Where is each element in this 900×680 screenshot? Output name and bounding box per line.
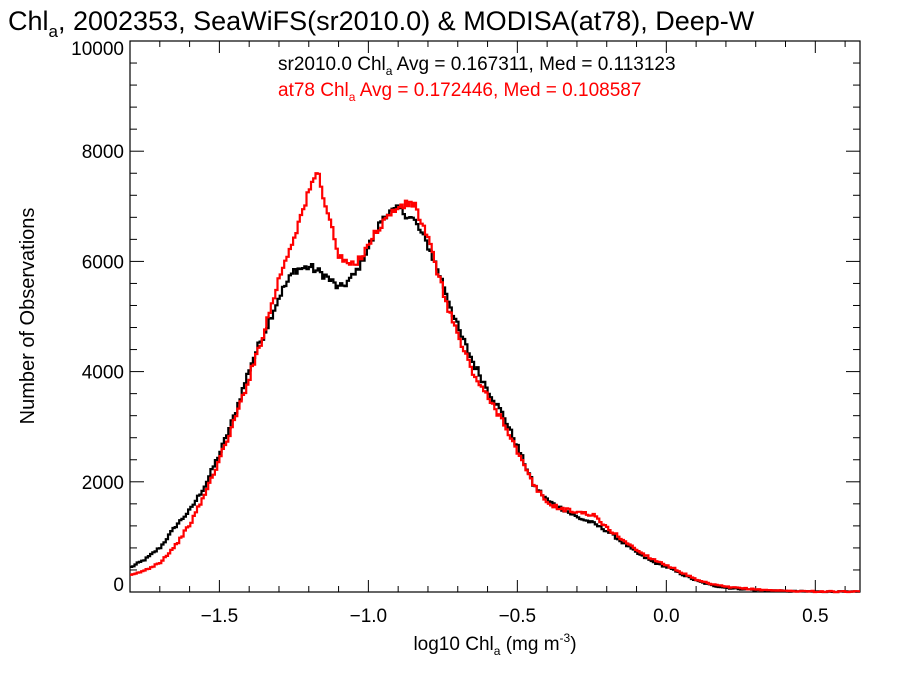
y-tick-label: 6000: [82, 252, 124, 273]
y-tick-label: 10000: [71, 39, 124, 60]
x-axis-label-superscript: -3: [560, 631, 571, 645]
x-axis-label-end: ): [570, 634, 576, 655]
x-tick-label: −0.5: [499, 606, 537, 627]
annotation-sr2010: sr2010.0 Chla Avg = 0.167311, Med = 0.11…: [278, 54, 676, 78]
x-tick-label: 0.0: [653, 606, 679, 627]
y-axis-label: Number of Observations: [17, 208, 39, 425]
y-tick-label: 0: [113, 575, 124, 596]
plot-frame: [129, 40, 861, 593]
y-tick-label: 8000: [82, 142, 124, 163]
x-axis-label: log10 Chla (mg m-3): [413, 631, 576, 658]
x-tick-label: −1.0: [350, 606, 388, 627]
x-tick-label: 0.5: [802, 606, 828, 627]
chart-title-rest: , 2002353, SeaWiFS(sr2010.0) & MODISA(at…: [58, 6, 755, 36]
annotation-sr2010-prefix: sr2010.0 Chl: [278, 54, 386, 75]
series-layer: [130, 172, 860, 594]
x-axis-label-mid: (mg m: [500, 634, 559, 655]
annotation-at78-subscript: a: [349, 90, 356, 104]
axis-ticks: −1.5 −1.0 −0.5 0.0 0.5 0 2000 4000 6000 8000 10000: [71, 39, 860, 627]
y-tick-label: 4000: [82, 363, 124, 384]
x-axis-label-subscript: a: [494, 644, 501, 658]
chart-title: Chla, 2002353, SeaWiFS(sr2010.0) & MODIS…: [8, 6, 755, 41]
x-tick-label: −1.5: [201, 606, 239, 627]
annotation-at78-prefix: at78 Chl: [278, 80, 349, 101]
series-line-sr2010-0: [130, 204, 860, 594]
x-axis-label-prefix: log10 Chl: [413, 634, 493, 655]
annotation-sr2010-subscript: a: [386, 64, 393, 78]
annotation-at78-rest: Avg = 0.172446, Med = 0.108587: [355, 80, 641, 101]
series-line-at78: [130, 172, 860, 594]
chart-title-prefix: Chl: [8, 6, 49, 36]
annotation-sr2010-rest: Avg = 0.167311, Med = 0.113123: [392, 54, 675, 75]
y-tick-label: 2000: [82, 473, 124, 494]
annotation-at78: at78 Chla Avg = 0.172446, Med = 0.108587: [278, 80, 641, 104]
chart-title-subscript: a: [49, 22, 59, 41]
